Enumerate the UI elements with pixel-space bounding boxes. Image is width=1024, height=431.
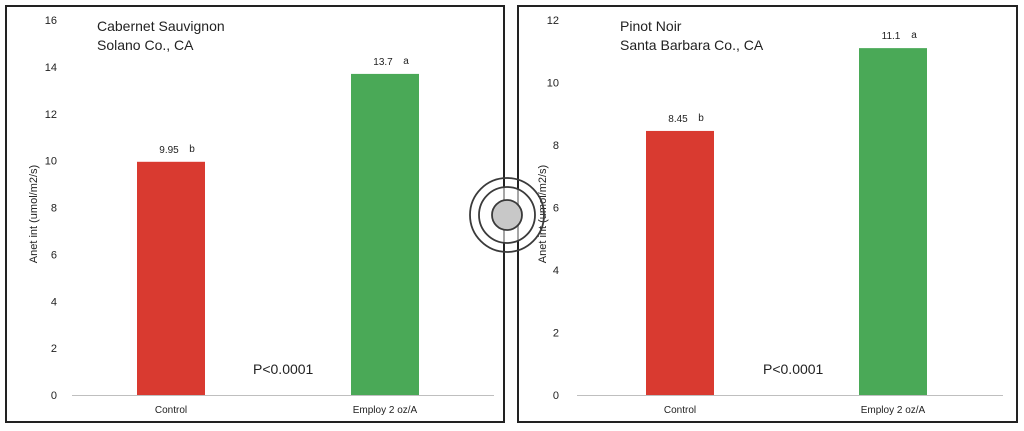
chart-title-line1: Cabernet Sauvignon: [97, 18, 225, 34]
chart-title-line2: Santa Barbara Co., CA: [620, 37, 764, 53]
y-tick-label: 10: [45, 156, 57, 168]
bar: [137, 161, 205, 395]
chart-title: Cabernet Sauvignon Solano Co., CA: [97, 17, 225, 55]
significance-letter: b: [189, 144, 195, 155]
y-tick-label: 8: [553, 140, 559, 152]
touch-pointer-icon: [469, 177, 545, 253]
x-tick-label: Control: [155, 405, 187, 416]
bar: [646, 130, 714, 395]
y-axis-label: Anet int (umol/m2/s): [28, 164, 40, 264]
chart-title: Pinot Noir Santa Barbara Co., CA: [620, 17, 763, 55]
y-tick-label: 6: [51, 249, 57, 261]
chart-title-line1: Pinot Noir: [620, 18, 682, 34]
y-tick-label: 4: [553, 265, 559, 277]
y-tick-label: 12: [547, 15, 559, 27]
y-tick-label: 0: [51, 390, 57, 402]
y-tick-label: 10: [547, 78, 559, 90]
data-label: 8.45: [668, 114, 688, 125]
bar-chart-pinot: 0 2 4 6 8 10 12 8.45 b Control 11.1 a Employ 2 oz/A: [547, 15, 1003, 416]
bar: [351, 73, 419, 395]
y-tick-label: 6: [553, 203, 559, 215]
data-label: 11.1: [882, 31, 901, 42]
x-tick-label: Control: [664, 405, 696, 416]
y-tick-label: 2: [553, 328, 559, 340]
x-tick-label: Employ 2 oz/A: [861, 405, 926, 416]
bar: [859, 48, 927, 395]
y-tick-label: 0: [553, 390, 559, 402]
data-label: 9.95: [159, 145, 179, 156]
p-value-label: P<0.0001: [763, 361, 824, 377]
significance-letter: b: [698, 113, 704, 124]
chart-title-line2: Solano Co., CA: [97, 37, 194, 53]
significance-letter: a: [403, 56, 409, 67]
y-tick-label: 4: [51, 296, 57, 308]
y-tick-label: 16: [45, 15, 57, 27]
data-label: 13.7: [373, 57, 393, 68]
chart-panel-cabernet: 0 2 4 6 8 10 12 14 16 9.95 b Control 13.7 a Employ 2 o…: [5, 5, 505, 423]
y-tick-label: 14: [45, 62, 57, 74]
bar-chart-cabernet: 0 2 4 6 8 10 12 14 16 9.95 b Control 13.7 a Employ 2 o…: [45, 15, 494, 416]
y-tick-label: 8: [51, 203, 57, 215]
chart-panel-pinot: 0 2 4 6 8 10 12 8.45 b Control 11.1 a Employ 2 oz/A …: [517, 5, 1018, 423]
significance-letter: a: [911, 30, 917, 41]
y-tick-label: 12: [45, 109, 57, 121]
x-tick-label: Employ 2 oz/A: [353, 405, 418, 416]
y-tick-label: 2: [51, 343, 57, 355]
p-value-label: P<0.0001: [253, 361, 314, 377]
